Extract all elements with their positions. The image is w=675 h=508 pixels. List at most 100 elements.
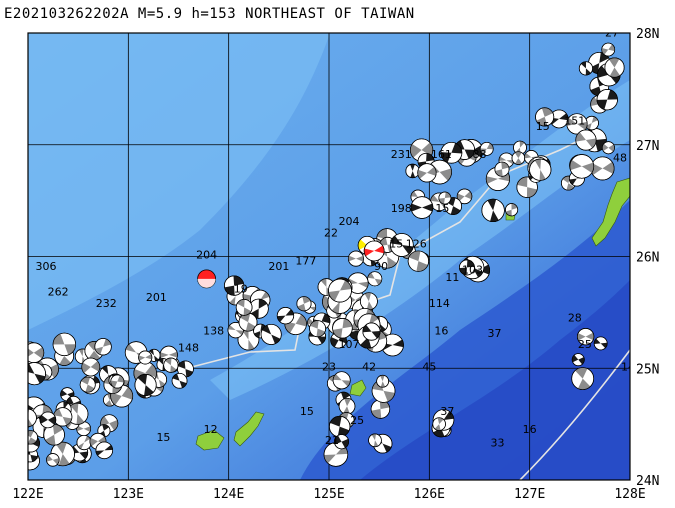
x-tick-label: 125E <box>313 487 344 502</box>
x-tick-label: 127E <box>514 487 545 502</box>
beachball-icon <box>332 371 351 390</box>
depth-label: 11 <box>445 271 459 284</box>
beachball-icon <box>276 307 295 325</box>
beachball-icon <box>577 328 595 346</box>
map-title: E202103262202A M=5.9 h=153 NORTHEAST OF … <box>4 6 415 22</box>
x-tick-label: 128E <box>614 487 645 502</box>
depth-label: 15 <box>536 120 550 133</box>
beachball-icon <box>566 113 588 135</box>
beachball-icon <box>334 434 350 450</box>
depth-label: 14 <box>621 360 635 373</box>
beachball-icon <box>569 154 595 179</box>
shallow-shelf <box>28 33 330 330</box>
beachball-icon <box>549 109 569 129</box>
beachball-icon <box>260 323 282 345</box>
depth-label: 12 <box>204 423 218 436</box>
beachball-icon <box>134 373 157 396</box>
beachball-icon <box>368 433 382 448</box>
y-tick-label: 28N <box>636 27 659 42</box>
y-tick-label: 26N <box>636 251 659 266</box>
beachball-icon <box>46 453 60 467</box>
beachball-icon <box>407 250 430 272</box>
depth-label: 126 <box>406 238 427 251</box>
y-tick-label: 25N <box>636 362 659 377</box>
beachball-icon <box>171 372 188 389</box>
beachball-icon <box>417 163 437 183</box>
depth-label: 151 <box>564 115 585 128</box>
beachball-icon <box>405 163 420 179</box>
depth-label: 33 <box>491 436 505 449</box>
depth-label: 21 <box>325 434 339 447</box>
beachball-icon <box>604 57 625 78</box>
x-tick-label: 123E <box>113 487 144 502</box>
depth-label: 138 <box>203 325 224 338</box>
lat-lon-grid <box>28 33 630 480</box>
depth-label: 88 <box>473 148 487 161</box>
beachball-icon <box>389 233 414 257</box>
depth-label: 15 <box>300 405 314 418</box>
depth-label: 19 <box>234 282 248 295</box>
beachball-icon <box>432 417 446 431</box>
beachball-icon <box>593 336 608 351</box>
depth-label: 27 <box>605 26 619 39</box>
beachball-icon <box>79 376 96 393</box>
depth-label: 37 <box>488 327 502 340</box>
iriomote-island <box>195 429 225 451</box>
beachball-icon <box>459 259 475 276</box>
miyako-island <box>349 379 367 397</box>
red-event-icon <box>197 269 216 289</box>
depth-label: 262 <box>48 286 69 299</box>
map-frame <box>27 32 631 481</box>
deep-ocean-area-2 <box>360 280 630 480</box>
depth-label: 231 <box>391 148 412 161</box>
depth-label: 204 <box>339 215 360 228</box>
depth-label: 25 <box>350 414 364 427</box>
y-tick-label: 27N <box>636 139 659 154</box>
beachball-icon <box>43 424 65 446</box>
beachball-icon <box>511 151 526 165</box>
beachball-icon <box>438 191 452 205</box>
depth-label: 232 <box>96 297 117 310</box>
depth-label: 198 <box>391 202 412 215</box>
depth-label: 28 <box>568 311 582 324</box>
beachball-icon <box>227 321 244 339</box>
beachball-icon <box>440 141 463 164</box>
beachball-icon <box>601 42 616 57</box>
depth-label: 45 <box>422 360 436 373</box>
beachball-icon <box>138 350 153 365</box>
depth-label: 15 <box>435 202 449 215</box>
beachball-icon <box>328 278 352 303</box>
beachball-icon <box>479 141 494 156</box>
beachball-icon <box>410 196 434 219</box>
depth-label: 16 <box>523 423 537 436</box>
beachball-icon <box>39 411 57 429</box>
trench-line-south <box>519 349 630 480</box>
beachball-icon <box>28 342 45 364</box>
depth-label: 204 <box>196 249 217 262</box>
beachball-icon <box>363 240 385 262</box>
beachball-icon <box>338 397 356 415</box>
beachball-icon <box>516 176 538 198</box>
depth-label: 15 <box>156 431 170 444</box>
beachball-icon <box>454 139 475 160</box>
depth-label: 37 <box>440 405 454 418</box>
depth-label: 22 <box>324 226 338 239</box>
beachball-icon <box>94 338 112 356</box>
beachball-icon <box>575 129 597 151</box>
beachball-icon <box>596 89 618 111</box>
beachball-icon <box>505 203 519 217</box>
beachball-icon <box>370 399 391 419</box>
beachball-icon <box>53 407 73 427</box>
beachball-icon <box>28 408 37 428</box>
beachball-icon <box>224 275 245 296</box>
beachball-icon <box>367 271 383 287</box>
depth-label: 201 <box>146 291 167 304</box>
beachball-icon <box>347 250 364 267</box>
depth-label: 177 <box>295 254 316 267</box>
ishigaki-island <box>233 411 265 447</box>
beachball-icon <box>590 156 615 181</box>
beachball-icon <box>376 374 390 388</box>
beachball-icon <box>494 161 510 177</box>
